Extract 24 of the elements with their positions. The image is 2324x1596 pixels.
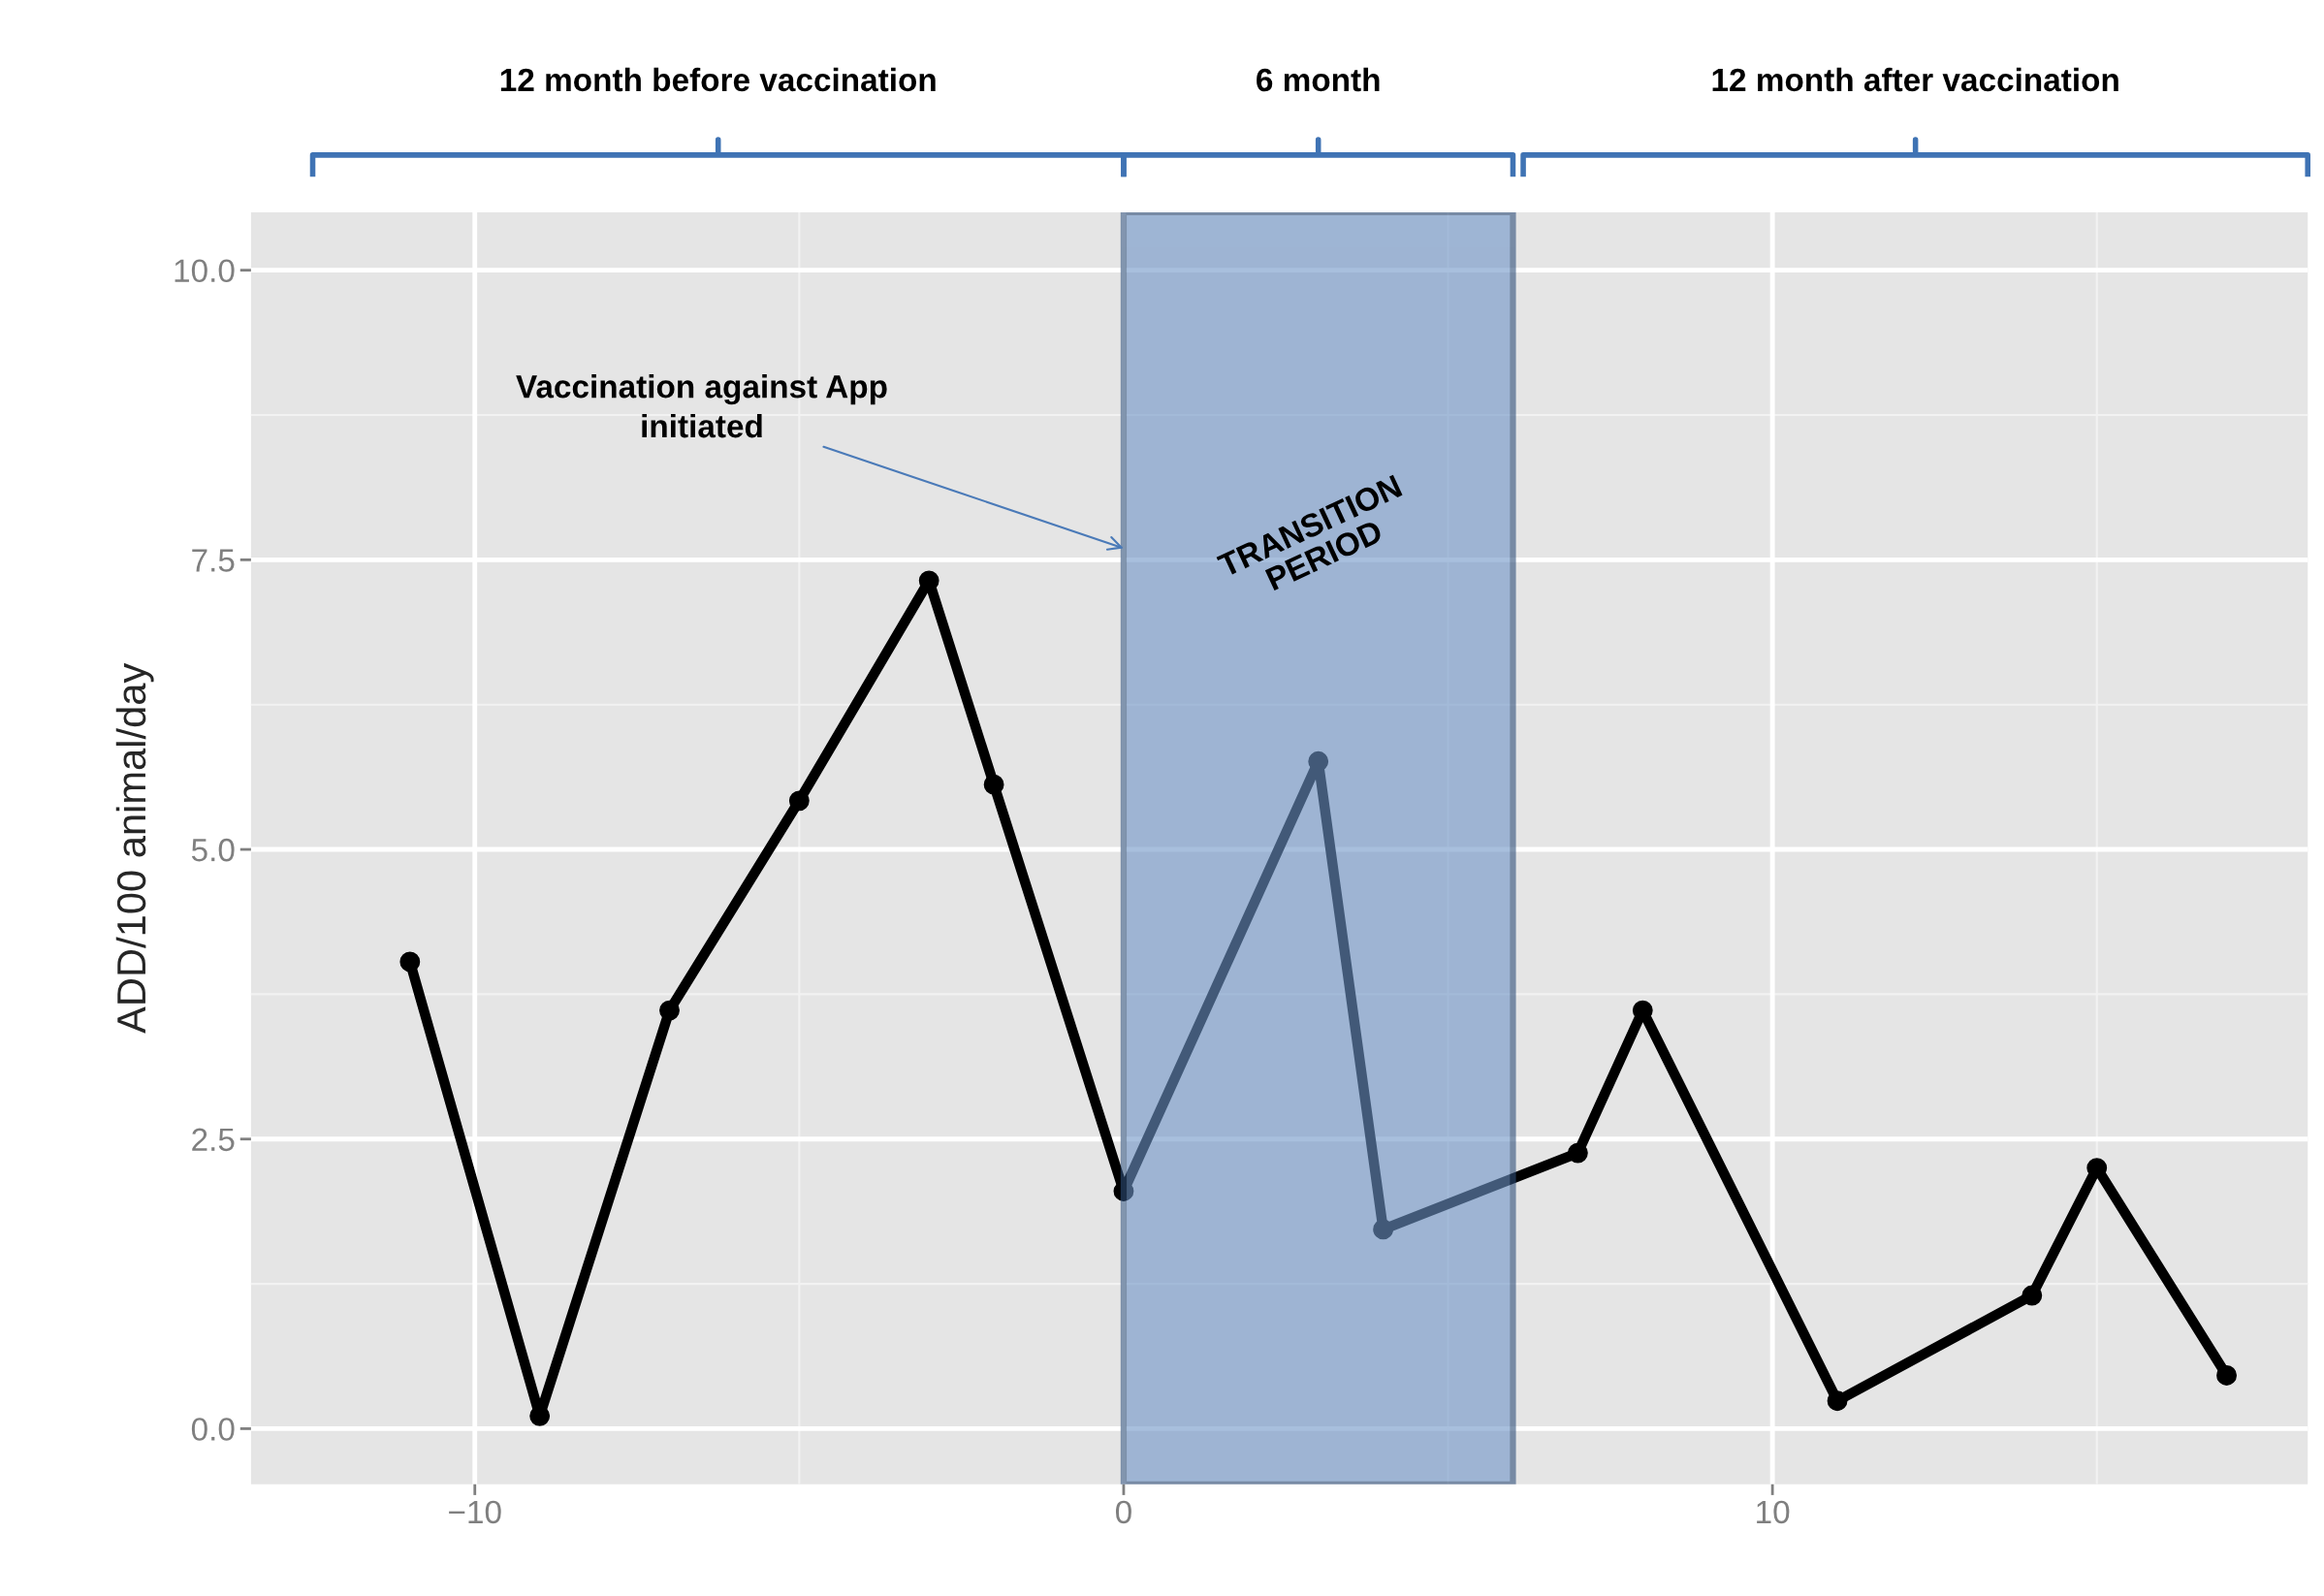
y-tick-label: 2.5 [192,1128,235,1152]
y-tick-label: 7.5 [192,549,235,572]
point [1373,1219,1394,1240]
x-tick-label: −10 [449,1500,501,1524]
y-tick-label: 10.0 [175,259,235,283]
y-tick-label: 5.0 [191,838,235,862]
point [399,951,421,973]
text: 12 month before vaccination [500,67,936,92]
point [659,1000,680,1021]
point [1113,1181,1134,1201]
point [788,790,810,812]
x-tick-label: 10 [1757,1500,1790,1524]
point [1827,1390,1848,1412]
point [2216,1365,2237,1386]
point [1567,1142,1588,1164]
annotation: Vaccination against App initiated [516,374,887,438]
point [1308,750,1329,772]
text: 12 month after vaccination [1712,67,2118,92]
point [983,774,1004,795]
y-tick-label: 0.0 [191,1418,235,1441]
x-tick-label: 0 [1115,1500,1131,1524]
text: 6 month [1257,67,1380,92]
point [2022,1285,2043,1306]
y-axis-title: ADD/100 animal/day [115,662,154,1034]
